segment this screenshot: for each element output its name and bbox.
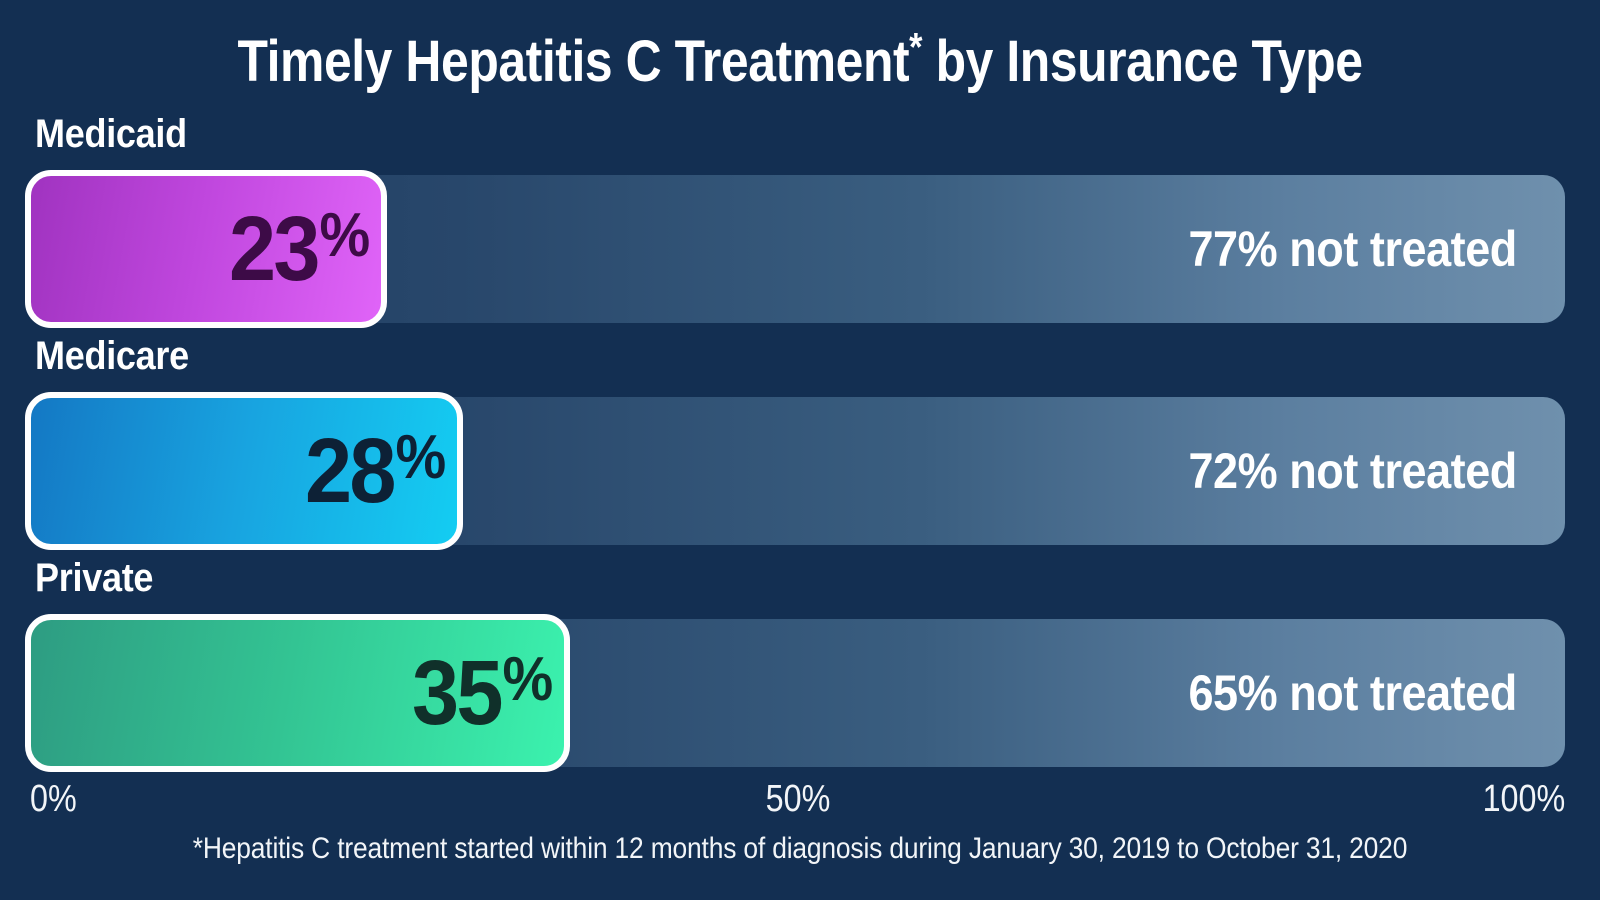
not-treated-label-medicare: 72% not treated xyxy=(1188,443,1518,499)
bar-value-number-medicare: 28 xyxy=(304,420,396,522)
bar-value-private: 35% xyxy=(411,642,553,744)
bar-value-number-medicaid: 23 xyxy=(228,198,320,300)
x-axis-tick-0: 0% xyxy=(30,778,77,820)
chart-row-medicaid: Medicaid 77% not treated 23% xyxy=(25,112,1565,334)
bar-track-medicare: 72% not treated 28% xyxy=(25,392,1565,550)
bar-value-medicaid: 23% xyxy=(228,198,370,300)
bar-fill-medicare[interactable]: 28% xyxy=(25,392,463,550)
x-axis-tick-50: 50% xyxy=(765,778,830,820)
bar-track-medicaid: 77% not treated 23% xyxy=(25,170,1565,328)
footnote-marker-icon: * xyxy=(909,25,923,70)
bar-value-medicare: 28% xyxy=(304,420,446,522)
page-title-text-before: Timely Hepatitis C Treatment xyxy=(237,29,910,94)
bar-value-number-private: 35 xyxy=(411,642,503,744)
x-axis: 0% 50% 100% xyxy=(30,778,1565,824)
chart-row-medicare: Medicare 72% not treated 28% xyxy=(25,334,1565,556)
bar-value-percent-medicaid: % xyxy=(319,201,370,270)
not-treated-label-medicaid: 77% not treated xyxy=(1188,221,1518,277)
chart-footnote: *Hepatitis C treatment started within 12… xyxy=(192,832,1408,865)
page-title-text-after: by Insurance Type xyxy=(922,29,1363,94)
page-title: Timely Hepatitis C Treatment* by Insuran… xyxy=(112,28,1488,94)
bar-fill-private[interactable]: 35% xyxy=(25,614,570,772)
row-label-private: Private xyxy=(35,556,154,600)
chart-row-private: Private 65% not treated 35% xyxy=(25,556,1565,784)
not-treated-label-private: 65% not treated xyxy=(1188,665,1518,721)
bar-track-private: 65% not treated 35% xyxy=(25,614,1565,772)
x-axis-tick-100: 100% xyxy=(1482,778,1565,820)
row-label-medicaid: Medicaid xyxy=(35,112,187,156)
bar-value-percent-private: % xyxy=(502,645,553,714)
row-label-medicare: Medicare xyxy=(35,334,189,378)
bar-value-percent-medicare: % xyxy=(395,423,446,492)
bar-fill-medicaid[interactable]: 23% xyxy=(25,170,387,328)
bar-chart-plot-area: Medicaid 77% not treated 23% Medicare 72… xyxy=(25,112,1565,784)
